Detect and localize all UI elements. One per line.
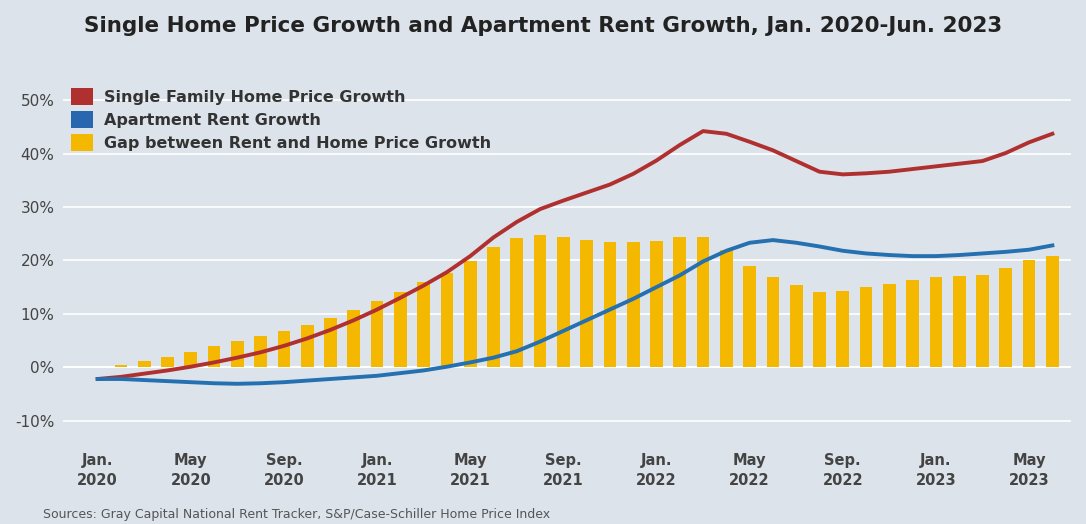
Bar xyxy=(138,361,151,367)
Bar xyxy=(999,268,1012,367)
Bar xyxy=(860,287,872,367)
Bar xyxy=(743,266,756,367)
Bar xyxy=(580,239,593,367)
Bar xyxy=(510,238,523,367)
Bar xyxy=(720,250,733,367)
Bar xyxy=(254,336,267,367)
Bar xyxy=(488,247,500,367)
Bar xyxy=(883,284,896,367)
Bar xyxy=(604,242,617,367)
Bar xyxy=(836,291,849,367)
Bar xyxy=(651,241,662,367)
Bar xyxy=(278,331,290,367)
Bar xyxy=(1046,256,1059,367)
Bar xyxy=(627,242,640,367)
Bar xyxy=(1023,260,1035,367)
Bar xyxy=(767,278,780,367)
Bar xyxy=(673,237,686,367)
Bar xyxy=(930,278,943,367)
Bar xyxy=(557,237,570,367)
Bar xyxy=(348,310,361,367)
Bar xyxy=(952,276,965,367)
Text: Sources: Gray Capital National Rent Tracker, S&P/Case-Schiller Home Price Index: Sources: Gray Capital National Rent Trac… xyxy=(43,508,551,521)
Bar xyxy=(207,346,220,367)
Bar xyxy=(790,286,803,367)
Bar xyxy=(161,356,174,367)
Bar xyxy=(417,282,430,367)
Bar xyxy=(324,318,337,367)
Bar xyxy=(533,235,546,367)
Bar xyxy=(976,275,989,367)
Legend: Single Family Home Price Growth, Apartment Rent Growth, Gap between Rent and Hom: Single Family Home Price Growth, Apartme… xyxy=(71,88,491,151)
Bar xyxy=(813,292,826,367)
Bar xyxy=(441,272,453,367)
Bar xyxy=(906,280,919,367)
Bar xyxy=(185,352,198,367)
Bar xyxy=(697,237,709,367)
Bar xyxy=(394,292,407,367)
Bar xyxy=(114,365,127,367)
Bar xyxy=(370,301,383,367)
Bar xyxy=(464,261,477,367)
Bar xyxy=(231,341,243,367)
Text: Single Home Price Growth and Apartment Rent Growth, Jan. 2020-Jun. 2023: Single Home Price Growth and Apartment R… xyxy=(84,16,1002,36)
Bar xyxy=(301,325,314,367)
